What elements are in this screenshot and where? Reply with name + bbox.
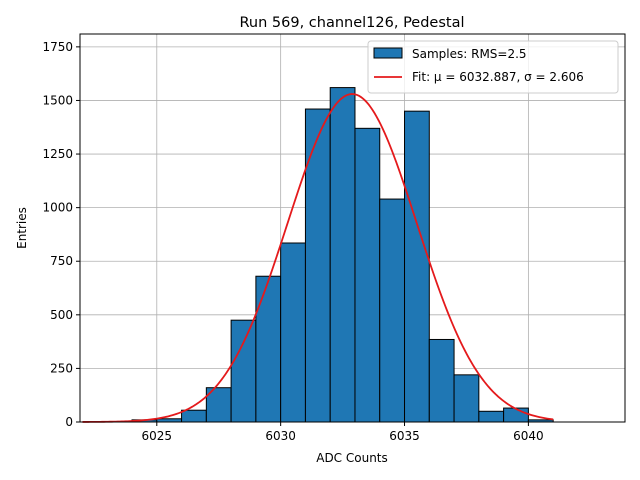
y-tick-label: 1000 — [42, 201, 73, 215]
histogram-bar — [478, 410, 505, 423]
y-tick-label: 1500 — [42, 93, 73, 107]
legend: Samples: RMS=2.5 Fit: μ = 6032.887, σ = … — [367, 40, 619, 94]
x-tick-label: 6030 — [265, 429, 296, 443]
histogram-bars — [131, 87, 554, 423]
y-tick-label: 1750 — [42, 40, 73, 54]
y-axis-ticks: 0 250 500 750 1000 1250 1500 1750 — [42, 40, 80, 429]
x-tick-label: 6035 — [389, 429, 420, 443]
legend-histogram-swatch — [373, 47, 403, 59]
histogram-bar — [354, 127, 381, 423]
y-tick-label: 1250 — [42, 147, 73, 161]
fit-curve-group — [82, 93, 554, 423]
y-tick-label: 500 — [50, 308, 73, 322]
legend-histogram-label: Samples: RMS=2.5 — [412, 47, 527, 61]
histogram-bar — [329, 87, 356, 423]
histogram-bar — [255, 275, 282, 423]
histogram-bar — [230, 319, 257, 423]
legend-box — [367, 40, 619, 94]
x-tick-label: 6025 — [142, 429, 173, 443]
fit-curve — [82, 93, 554, 423]
histogram-bar — [304, 108, 331, 423]
histogram-bar — [379, 198, 406, 423]
x-tick-label: 6040 — [513, 429, 544, 443]
x-axis-ticks: 6025 6030 6035 6040 — [142, 422, 544, 443]
histogram-bar — [280, 242, 306, 423]
y-tick-label: 750 — [50, 254, 73, 268]
histogram-bar — [503, 407, 529, 423]
plot-frame — [79, 33, 626, 423]
histogram-bar — [453, 374, 480, 423]
x-axis-label: ADC Counts — [316, 451, 388, 465]
y-tick-label: 250 — [50, 361, 73, 375]
histogram-bar — [428, 338, 455, 423]
y-axis-label: Entries — [15, 207, 29, 249]
histogram-bar — [181, 409, 207, 423]
y-tick-label: 0 — [65, 415, 73, 429]
chart-title: Run 569, channel126, Pedestal — [239, 15, 464, 31]
histogram-bar — [404, 110, 430, 423]
legend-fit-label: Fit: μ = 6032.887, σ = 2.606 — [412, 70, 584, 84]
